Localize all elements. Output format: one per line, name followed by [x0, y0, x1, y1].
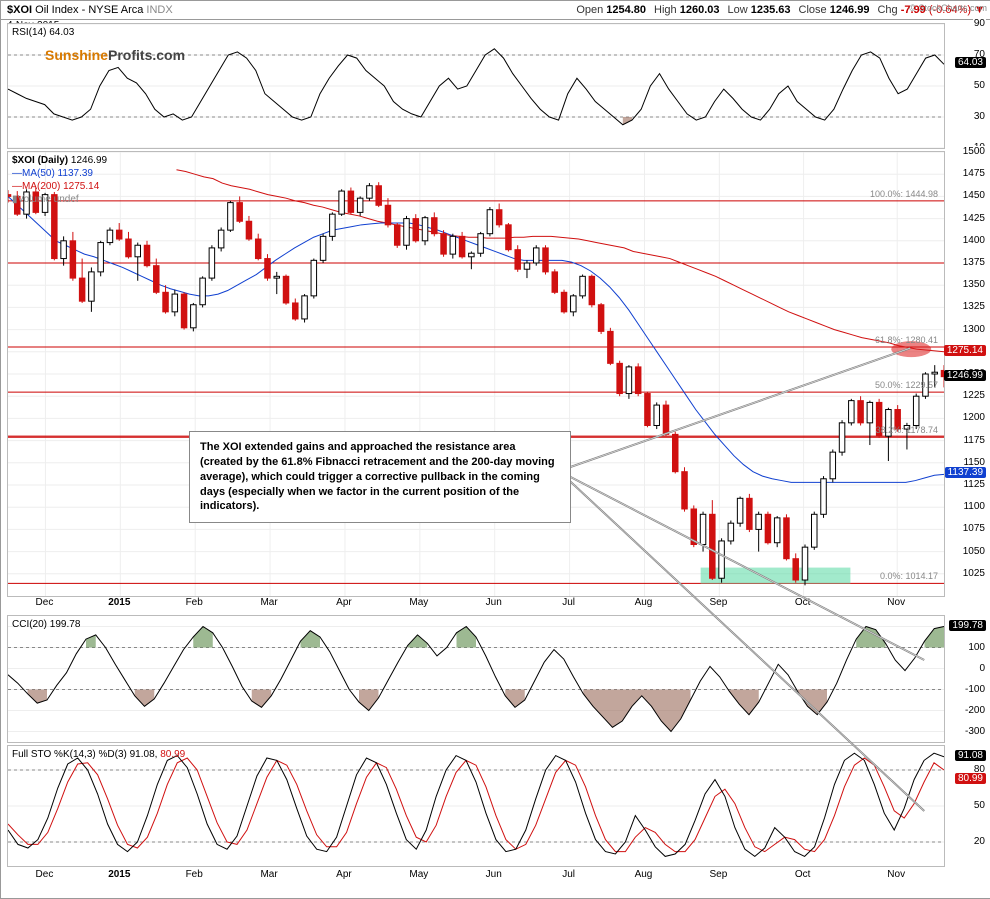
annotation-box: The XOI extended gains and approached th… — [189, 431, 571, 523]
price-panel: $XOI (Daily) 1246.99 —MA(50) 1137.39 —MA… — [7, 151, 945, 597]
copyright: © StockCharts.com — [909, 3, 987, 13]
index-name: Oil Index - NYSE Arca — [35, 4, 143, 16]
high-value: 1260.03 — [680, 4, 720, 16]
symbol: $XOI — [7, 4, 32, 16]
watermark: SunshineProfits.com — [45, 47, 185, 63]
x-axis-bottom: Dec2015FebMarAprMayJunJulAugSepOctNov — [7, 869, 945, 885]
x-axis: Dec2015FebMarAprMayJunJulAugSepOctNov — [7, 597, 945, 613]
cci-panel: CCI(20) 199.78-300-200-1000100200199.78 — [7, 615, 945, 743]
chart-header: $XOI Oil Index - NYSE Arca INDX Open 125… — [1, 1, 990, 20]
stockchart-container: $XOI Oil Index - NYSE Arca INDX Open 125… — [0, 0, 990, 899]
open-value: 1254.80 — [606, 4, 646, 16]
sto-panel: Full STO %K(14,3) %D(3) 91.08, 80.992050… — [7, 745, 945, 867]
close-value: 1246.99 — [830, 4, 870, 16]
rsi-panel: RSI(14) 64.03103050709064.03 — [7, 23, 945, 149]
index-type: INDX — [146, 4, 172, 16]
low-value: 1235.63 — [751, 4, 791, 16]
